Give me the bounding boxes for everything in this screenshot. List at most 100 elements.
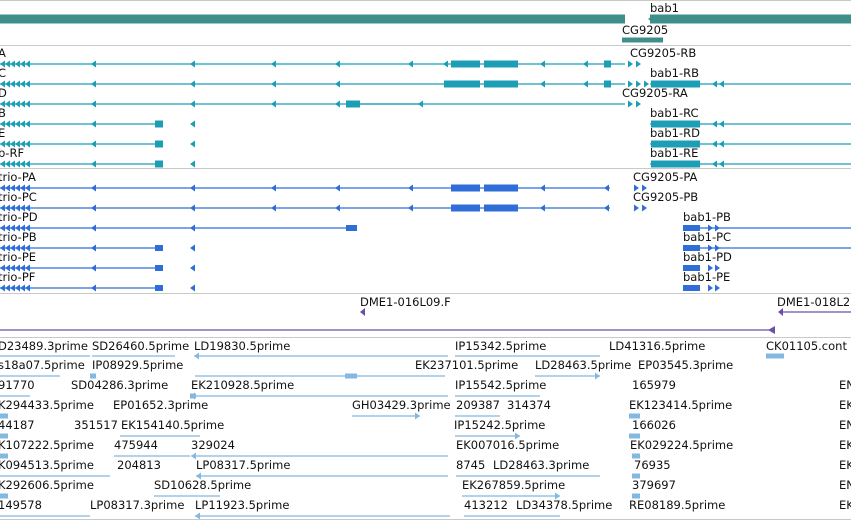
est-label[interactable]: SD10628.5prime (154, 478, 252, 492)
protein-label[interactable]: bab1-PD (683, 250, 732, 264)
strand-arrow-left (190, 60, 195, 68)
protein-label[interactable]: CG9205-PA (633, 170, 698, 184)
est-label[interactable]: LD34378.5prime (516, 498, 613, 512)
est-label[interactable]: EP03545.3prime (638, 358, 734, 372)
est-label[interactable]: GH03429.3prime (352, 398, 451, 412)
gene-label[interactable]: CG9205 (622, 23, 669, 37)
est-label[interactable]: 76935 (634, 458, 671, 472)
est-label[interactable]: IP08929.5prime (92, 358, 184, 372)
est-label[interactable]: LD28463.5prime (535, 358, 632, 372)
est-label[interactable]: 413212 (464, 498, 508, 512)
transcript-label[interactable]: bab1-RE (650, 146, 699, 160)
est-label[interactable]: LD19830.5prime (194, 339, 291, 353)
est-label[interactable]: LP08317.5prime (196, 458, 291, 472)
est-label[interactable]: SD26460.5prime (92, 339, 190, 353)
transcript-label[interactable]: C (0, 66, 7, 80)
strand-arrow-left (271, 60, 276, 68)
est-label[interactable]: EK (839, 398, 851, 412)
est-label[interactable]: EN (839, 478, 851, 492)
strand-arrow-left (91, 184, 96, 192)
exon-block (766, 353, 784, 359)
est-label[interactable]: 314374 (507, 398, 551, 412)
est-label[interactable]: 329024 (191, 438, 235, 452)
strand-arrow-left (540, 184, 545, 192)
est-label[interactable]: D23489.3prime (0, 339, 88, 353)
exon-block (650, 14, 851, 24)
protein-label[interactable]: trio-PD (0, 210, 38, 224)
protein-label[interactable]: trio-PF (0, 270, 36, 284)
protein-label[interactable]: trio-PC (0, 190, 37, 204)
transcript-label[interactable]: bab1-RB (650, 66, 699, 80)
est-label[interactable]: SD04286.3prime (71, 378, 169, 392)
est-label[interactable]: 379697 (632, 478, 676, 492)
transcript-label[interactable]: CG9205-RB (630, 46, 697, 60)
protein-label[interactable]: bab1-PB (683, 210, 731, 224)
est-label[interactable]: IP15542.5prime (455, 378, 547, 392)
est-label[interactable]: EK237101.5prime (415, 358, 519, 372)
est-label[interactable]: 8745 (456, 458, 486, 472)
est-label[interactable]: 166026 (632, 418, 676, 432)
transcript-label[interactable]: CG9205-RA (622, 86, 688, 100)
est-label[interactable]: EK (839, 458, 851, 472)
transcript-label[interactable]: A (0, 46, 6, 60)
est-label[interactable]: LD41316.5prime (609, 339, 706, 353)
transcript-label[interactable]: B (0, 106, 6, 120)
gene-label[interactable]: bab1 (650, 1, 679, 15)
exon-block (90, 373, 96, 379)
est-label[interactable]: EK123414.5prime (629, 398, 733, 412)
strand-arrow-left (719, 140, 724, 148)
est-label[interactable]: 204813 (117, 458, 161, 472)
exon-block (632, 493, 640, 499)
est-label[interactable]: LD28463.3prime (493, 458, 590, 472)
clone-label[interactable]: DME1-016L09.F (360, 295, 451, 309)
est-label[interactable]: 475944 (114, 438, 158, 452)
strand-arrow-left (408, 204, 413, 212)
protein-label[interactable]: bab1-PE (683, 270, 731, 284)
est-label[interactable]: K107222.5prime (0, 438, 94, 452)
est-label[interactable]: EK154140.5prime (121, 418, 225, 432)
protein-label[interactable]: trio-PA (0, 170, 36, 184)
est-label[interactable]: EK (839, 438, 851, 452)
protein-label[interactable]: CG9205-PB (633, 190, 699, 204)
est-label[interactable]: IP15242.5prime (454, 418, 546, 432)
est-label[interactable]: K294433.5prime (0, 398, 94, 412)
est-label[interactable]: EN (839, 378, 851, 392)
strand-arrow-left (91, 224, 96, 232)
est-label[interactable]: EN (839, 418, 851, 432)
est-label[interactable]: 165979 (632, 378, 676, 392)
transcript-label[interactable]: b-RF (0, 146, 25, 160)
est-label[interactable]: EK029224.5prime (630, 438, 734, 452)
est-label[interactable]: EP01652.3prime (113, 398, 209, 412)
transcript-label[interactable]: E (0, 126, 6, 140)
strand-arrow-right (715, 264, 720, 272)
est-label[interactable]: 209387 (456, 398, 500, 412)
est-label[interactable]: EK007016.5prime (456, 438, 560, 452)
strand-arrow-left (712, 140, 717, 148)
clone-label[interactable]: DME1-018L2 (777, 295, 851, 309)
strand-arrow-left (335, 60, 340, 68)
est-label[interactable]: 149578 (0, 498, 42, 512)
est-label[interactable]: 351517 (74, 418, 118, 432)
strand-arrow-left (719, 120, 724, 128)
est-label[interactable]: EK267859.5prime (462, 478, 566, 492)
est-label[interactable]: EK (839, 498, 851, 512)
transcript-label[interactable]: bab1-RC (650, 106, 699, 120)
est-label[interactable]: EK210928.5prime (191, 378, 295, 392)
transcript-label[interactable]: bab1-RD (650, 126, 700, 140)
est-label[interactable]: RE08189.5prime (629, 498, 726, 512)
clone-end-marker (360, 308, 365, 316)
protein-label[interactable]: bab1-PC (683, 230, 732, 244)
est-label[interactable]: CK01105.cont (766, 339, 847, 353)
est-label[interactable]: s18a07.5prime (0, 358, 85, 372)
protein-label[interactable]: trio-PE (0, 250, 37, 264)
protein-label[interactable]: trio-PB (0, 230, 37, 244)
est-label[interactable]: K292606.5prime (0, 478, 94, 492)
est-label[interactable]: IP15342.5prime (455, 339, 547, 353)
est-label[interactable]: K094513.5prime (0, 458, 94, 472)
est-label[interactable]: 44187 (0, 418, 35, 432)
est-label[interactable]: LP11923.5prime (195, 498, 290, 512)
strand-arrow-left (271, 100, 276, 108)
est-label[interactable]: 91770 (0, 378, 35, 392)
est-label[interactable]: LP08317.3prime (90, 498, 185, 512)
transcript-label[interactable]: D (0, 86, 7, 100)
